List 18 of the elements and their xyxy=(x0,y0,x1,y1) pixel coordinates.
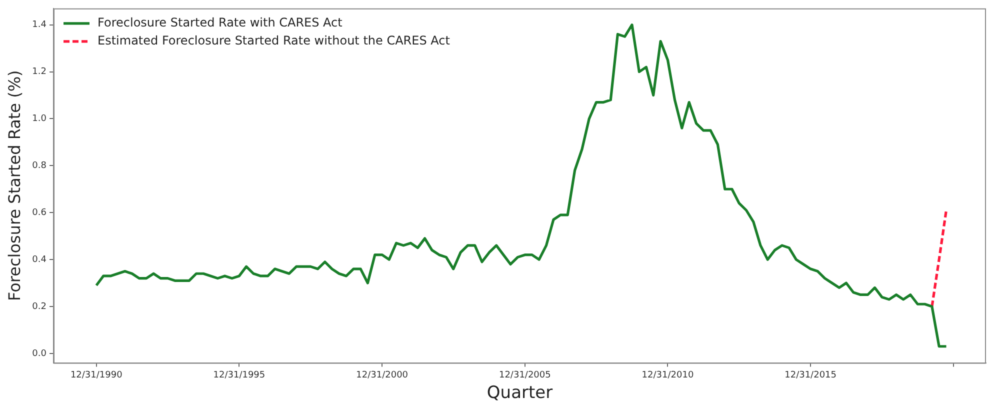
y-tick-label: 1.0 xyxy=(32,114,47,124)
x-axis-title: Quarter xyxy=(486,383,553,404)
y-tick-label: 0.4 xyxy=(32,254,47,265)
y-tick-label: 0.6 xyxy=(32,208,47,218)
x-tick-label: 12/31/2015 xyxy=(784,370,836,381)
y-tick-label: 0.2 xyxy=(32,302,47,312)
x-tick-label: 12/31/2000 xyxy=(356,370,408,381)
y-tick-label: 1.2 xyxy=(32,67,47,78)
x-tick-label: 12/31/1995 xyxy=(213,370,266,381)
y-tick-label: 1.4 xyxy=(32,20,47,30)
y-tick-label: 0.8 xyxy=(32,160,47,171)
legend-label: Estimated Foreclosure Started Rate without the CARES Act xyxy=(98,34,450,48)
x-tick-label: 12/31/2005 xyxy=(498,370,551,381)
x-tick-label: 12/31/1990 xyxy=(70,370,123,381)
y-axis-title: Foreclosure Started Rate (%) xyxy=(4,70,24,301)
y-tick-label: 0.0 xyxy=(32,348,47,359)
legend-label: Foreclosure Started Rate with CARES Act xyxy=(98,16,343,30)
x-tick-label: 12/31/2010 xyxy=(642,370,694,381)
